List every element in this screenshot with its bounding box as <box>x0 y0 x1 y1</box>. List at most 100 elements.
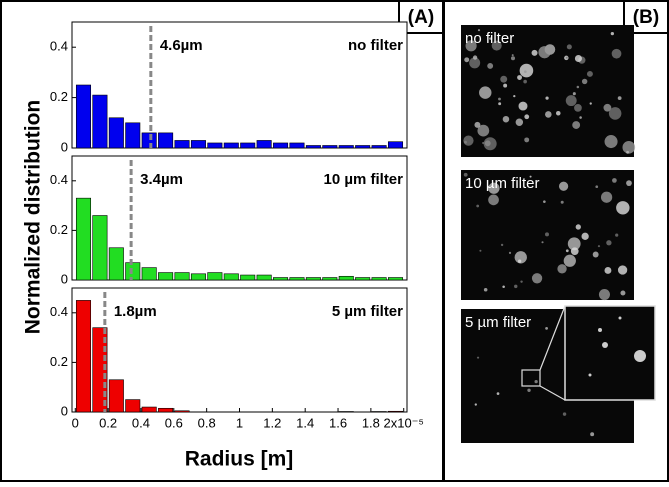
droplet <box>513 95 515 97</box>
droplet <box>612 49 622 59</box>
bar <box>158 273 172 280</box>
droplet <box>538 46 550 58</box>
bar <box>208 273 222 280</box>
droplet <box>606 240 611 245</box>
droplet <box>571 247 579 255</box>
droplet <box>545 232 549 236</box>
droplet <box>557 264 566 273</box>
droplet <box>612 178 617 183</box>
droplet <box>541 241 543 243</box>
droplet <box>488 195 499 206</box>
bar <box>126 263 140 280</box>
bar <box>126 123 140 148</box>
droplet <box>498 102 501 105</box>
droplet <box>595 185 598 188</box>
droplet <box>611 32 614 35</box>
bar <box>175 411 189 412</box>
bar <box>257 140 271 148</box>
x-tick-label: 1.8 <box>362 415 380 430</box>
x-axis-label: Radius [m] <box>185 448 294 471</box>
droplet <box>579 116 582 119</box>
droplet <box>527 389 530 392</box>
droplet <box>520 64 534 78</box>
droplet <box>473 55 477 59</box>
y-tick-label: 0.4 <box>50 304 68 319</box>
bar <box>109 248 123 280</box>
x-tick-label: 0.6 <box>165 415 183 430</box>
image-caption: 5 µm filter <box>465 314 531 331</box>
bar <box>142 407 156 412</box>
bar <box>355 278 369 280</box>
bar <box>273 143 287 148</box>
droplet <box>512 54 514 56</box>
droplet <box>566 57 568 59</box>
bar <box>109 118 123 148</box>
droplet <box>463 135 473 145</box>
x-tick-label: 2x10⁻⁵ <box>383 415 423 430</box>
droplet <box>518 260 521 263</box>
bar <box>93 95 107 148</box>
droplet <box>599 289 610 300</box>
x-tick-label: 1 <box>236 415 243 430</box>
droplet <box>618 96 622 100</box>
droplet <box>500 76 507 83</box>
droplet <box>487 63 493 69</box>
median-label: 4.6µm <box>160 37 203 54</box>
droplet <box>620 290 625 295</box>
droplet <box>615 234 618 237</box>
x-tick-label: 0.8 <box>198 415 216 430</box>
droplet <box>520 280 522 282</box>
bar <box>339 276 353 280</box>
bar <box>323 278 337 280</box>
droplet <box>545 111 552 118</box>
y-tick-label: 0.2 <box>50 222 68 237</box>
bar <box>241 275 255 280</box>
bar <box>241 143 255 148</box>
droplet <box>503 116 509 122</box>
bar <box>388 411 402 412</box>
bar <box>76 300 90 412</box>
panel-title: 5 µm filter <box>332 303 403 320</box>
y-axis-label: Normalized distribution <box>22 100 45 335</box>
droplet <box>618 265 627 274</box>
droplet <box>598 328 602 332</box>
droplet <box>567 44 572 49</box>
bar <box>175 140 189 148</box>
bar <box>273 278 287 280</box>
droplet <box>577 86 580 89</box>
bar <box>208 143 222 148</box>
bar <box>339 145 353 148</box>
bar <box>306 145 320 148</box>
y-tick-label: 0 <box>61 139 68 154</box>
bar <box>76 85 90 148</box>
bar <box>191 274 205 280</box>
droplet <box>484 137 497 150</box>
droplet <box>475 403 477 405</box>
panel-title: no filter <box>348 37 403 54</box>
x-tick-label: 0.2 <box>99 415 117 430</box>
bar <box>388 142 402 148</box>
droplet <box>519 102 528 111</box>
droplet <box>545 97 548 100</box>
droplet <box>581 233 588 240</box>
droplet <box>601 192 612 203</box>
droplet <box>590 432 594 436</box>
panel-title: 10 µm filter <box>323 171 403 188</box>
x-tick-label: 1.4 <box>296 415 314 430</box>
bar <box>93 216 107 280</box>
droplet <box>534 380 537 383</box>
droplet <box>561 201 564 204</box>
droplet <box>503 84 507 88</box>
droplet <box>576 224 581 229</box>
image-caption: no filter <box>465 30 514 47</box>
bar <box>158 408 172 412</box>
x-tick-label: 0 <box>72 415 79 430</box>
droplet <box>523 80 527 84</box>
droplet <box>598 245 600 247</box>
bar <box>372 278 386 280</box>
median-label: 1.8µm <box>114 303 157 320</box>
droplet <box>564 255 576 267</box>
droplet <box>609 107 622 120</box>
droplet <box>626 180 632 186</box>
droplet <box>484 288 488 292</box>
